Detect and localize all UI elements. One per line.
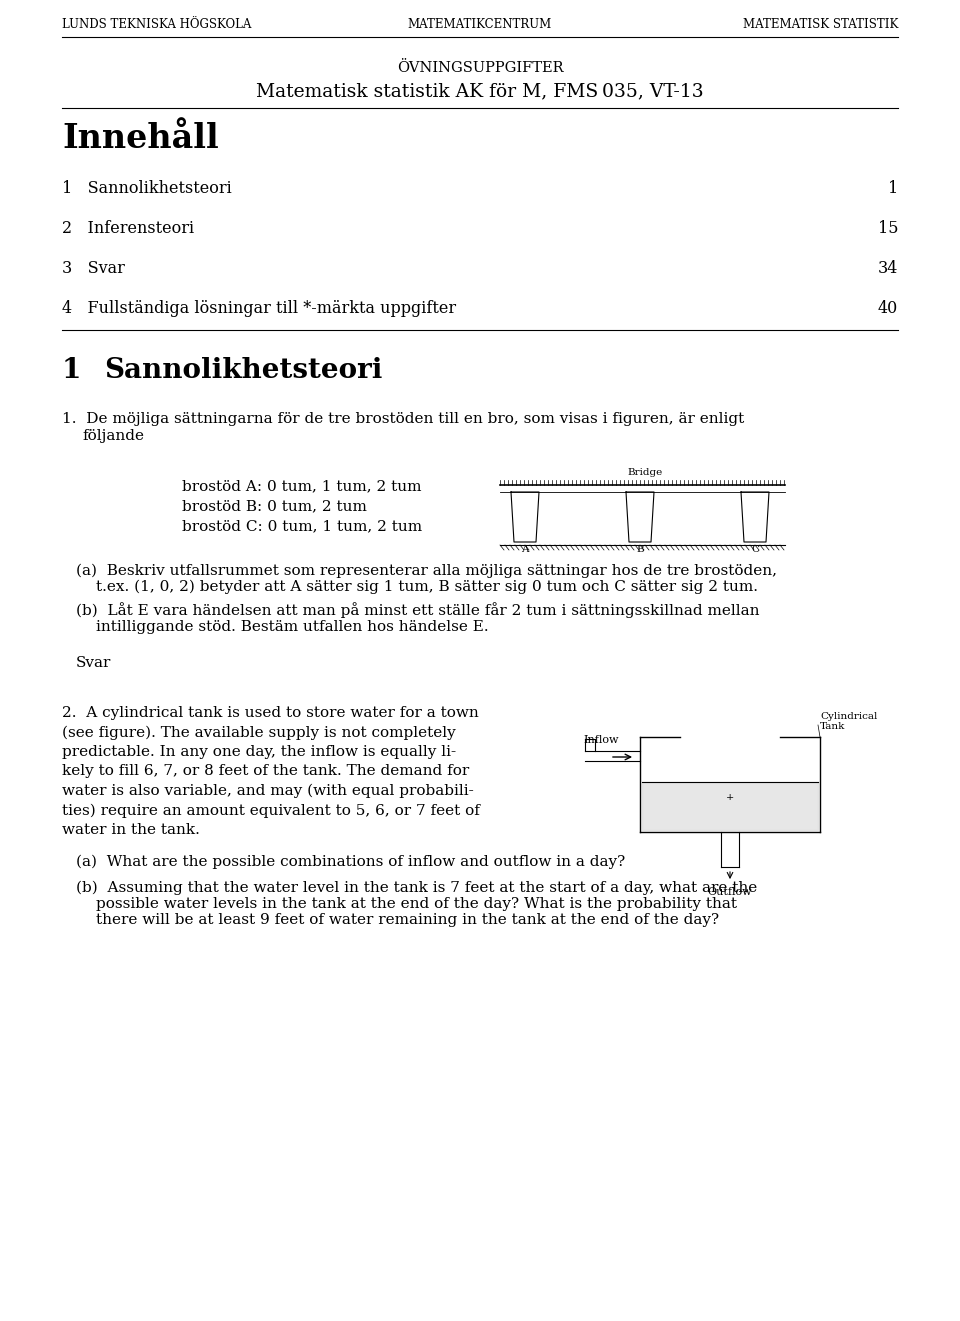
Text: LUNDS TEKNISKA HÖGSKOLA: LUNDS TEKNISKA HÖGSKOLA xyxy=(62,18,252,30)
Text: brostöd A: 0 tum, 1 tum, 2 tum: brostöd A: 0 tum, 1 tum, 2 tum xyxy=(182,480,421,493)
Text: water in the tank.: water in the tank. xyxy=(62,823,200,838)
Text: 1.  De möjliga sättningarna för de tre brostöden till en bro, som visas i figure: 1. De möjliga sättningarna för de tre br… xyxy=(62,412,744,425)
Text: 1: 1 xyxy=(62,357,82,384)
Text: Svar: Svar xyxy=(76,657,111,670)
Text: 1: 1 xyxy=(888,180,898,197)
Text: (b)  Assuming that the water level in the tank is 7 feet at the start of a day, : (b) Assuming that the water level in the… xyxy=(76,881,757,896)
Text: 2.  A cylindrical tank is used to store water for a town: 2. A cylindrical tank is used to store w… xyxy=(62,705,479,720)
Text: Cylindrical: Cylindrical xyxy=(820,712,877,721)
Text: (a)  Beskriv utfallsrummet som representerar alla möjliga sättningar hos de tre : (a) Beskriv utfallsrummet som represente… xyxy=(76,564,777,579)
Text: 3   Svar: 3 Svar xyxy=(62,260,125,277)
Text: 40: 40 xyxy=(877,300,898,317)
Text: B: B xyxy=(636,546,644,553)
Text: Inflow: Inflow xyxy=(583,734,618,745)
Text: intilliggande stöd. Bestäm utfallen hos händelse E.: intilliggande stöd. Bestäm utfallen hos … xyxy=(96,620,489,634)
Text: 2   Inferensteori: 2 Inferensteori xyxy=(62,221,194,236)
Text: Innehåll: Innehåll xyxy=(62,122,219,155)
Text: Matematisk statistik AK för M, FMS 035, VT-13: Matematisk statistik AK för M, FMS 035, … xyxy=(256,82,704,100)
Text: MATEMATIKCENTRUM: MATEMATIKCENTRUM xyxy=(408,18,552,30)
Text: (see figure). The available supply is not completely: (see figure). The available supply is no… xyxy=(62,725,456,740)
Text: kely to fill 6, 7, or 8 feet of the tank. The demand for: kely to fill 6, 7, or 8 feet of the tank… xyxy=(62,765,469,778)
Text: brostöd C: 0 tum, 1 tum, 2 tum: brostöd C: 0 tum, 1 tum, 2 tum xyxy=(182,519,422,532)
Text: 4   Fullständiga lösningar till *-märkta uppgifter: 4 Fullständiga lösningar till *-märkta u… xyxy=(62,300,456,317)
Text: 1   Sannolikhetsteori: 1 Sannolikhetsteori xyxy=(62,180,231,197)
Text: ÖVNINGSUPPGIFTER: ÖVNINGSUPPGIFTER xyxy=(396,61,564,75)
Text: MATEMATISK STATISTIK: MATEMATISK STATISTIK xyxy=(743,18,898,30)
Text: Outflow: Outflow xyxy=(708,886,753,897)
Text: possible water levels in the tank at the end of the day? What is the probability: possible water levels in the tank at the… xyxy=(96,897,737,911)
Text: Bridge: Bridge xyxy=(628,468,662,477)
Text: (b)  Låt E vara händelsen att man på minst ett ställe får 2 tum i sättningsskill: (b) Låt E vara händelsen att man på mins… xyxy=(76,602,759,618)
Text: there will be at least 9 feet of water remaining in the tank at the end of the d: there will be at least 9 feet of water r… xyxy=(96,913,719,927)
Text: water is also variable, and may (with equal probabili-: water is also variable, and may (with eq… xyxy=(62,783,473,798)
Text: A: A xyxy=(521,546,529,553)
Text: (a)  What are the possible combinations of inflow and outflow in a day?: (a) What are the possible combinations o… xyxy=(76,855,625,869)
Text: Sannolikhetsteori: Sannolikhetsteori xyxy=(104,357,382,384)
Text: Tank: Tank xyxy=(820,723,846,731)
Text: +: + xyxy=(726,793,734,802)
Text: ties) require an amount equivalent to 5, 6, or 7 feet of: ties) require an amount equivalent to 5,… xyxy=(62,803,480,818)
Text: predictable. In any one day, the inflow is equally li-: predictable. In any one day, the inflow … xyxy=(62,745,456,760)
Text: 15: 15 xyxy=(877,221,898,236)
Text: följande: följande xyxy=(82,429,144,443)
Text: brostöd B: 0 tum, 2 tum: brostöd B: 0 tum, 2 tum xyxy=(182,499,367,513)
Text: 34: 34 xyxy=(877,260,898,277)
Text: C: C xyxy=(751,546,759,553)
Text: t.ex. (1, 0, 2) betyder att A sätter sig 1 tum, B sätter sig 0 tum och C sätter : t.ex. (1, 0, 2) betyder att A sätter sig… xyxy=(96,580,758,594)
